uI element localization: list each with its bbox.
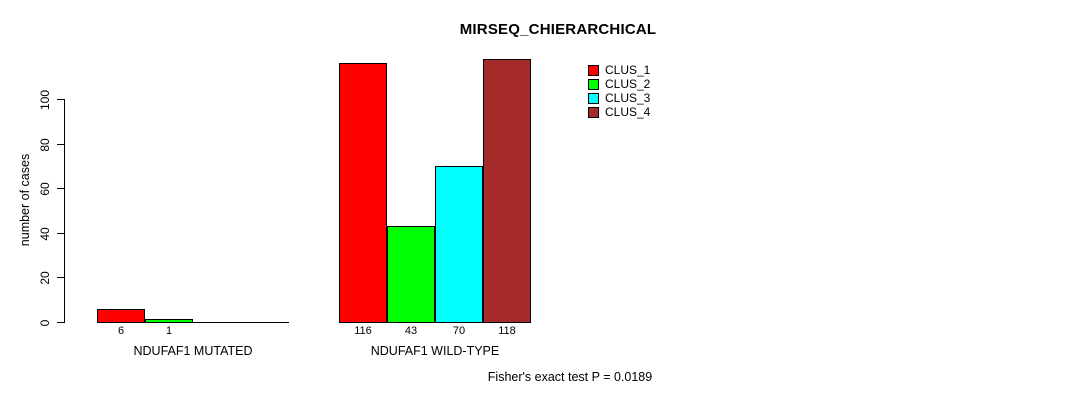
bar-value-label: 43 xyxy=(404,325,418,337)
bar-value-label: 6 xyxy=(117,325,125,337)
y-tick xyxy=(57,322,64,323)
stat-annotation: Fisher's exact test P = 0.0189 xyxy=(487,370,653,384)
legend-label: CLUS_1 xyxy=(605,63,651,77)
legend-item: CLUS_4 xyxy=(588,105,651,119)
baseline xyxy=(97,322,289,323)
y-tick-label: 80 xyxy=(38,137,52,152)
y-tick xyxy=(57,144,64,145)
y-tick xyxy=(57,277,64,278)
y-tick-label: 40 xyxy=(38,226,52,241)
legend-item: CLUS_2 xyxy=(588,77,651,91)
legend-item: CLUS_1 xyxy=(588,63,651,77)
legend-label: CLUS_2 xyxy=(605,77,651,91)
y-axis-title: number of cases xyxy=(18,153,32,247)
y-tick-label: 20 xyxy=(38,270,52,285)
group-label: NDUFAF1 MUTATED xyxy=(133,344,253,358)
bar-value-label: 118 xyxy=(498,325,516,337)
legend-item: CLUS_3 xyxy=(588,91,651,105)
y-tick-label: 60 xyxy=(38,181,52,196)
y-tick-label: 0 xyxy=(38,319,52,326)
bar-clus_3 xyxy=(435,166,483,323)
y-tick-label: 100 xyxy=(38,89,52,110)
bar-clus_2 xyxy=(145,319,193,323)
legend-swatch xyxy=(588,107,599,118)
legend-label: CLUS_4 xyxy=(605,105,651,119)
bar-clus_4 xyxy=(483,59,531,323)
bar-clus_1 xyxy=(97,309,145,323)
y-tick xyxy=(57,233,64,234)
legend: CLUS_1 CLUS_2 CLUS_3 CLUS_4 xyxy=(588,63,651,119)
bar-value-label: 1 xyxy=(165,325,173,337)
y-axis-line xyxy=(64,99,65,323)
group-label: NDUFAF1 WILD-TYPE xyxy=(370,344,500,358)
bar-value-label: 70 xyxy=(452,325,466,337)
bar-clus_1 xyxy=(339,63,387,323)
chart-title: MIRSEQ_CHIERARCHICAL xyxy=(459,21,657,38)
legend-swatch xyxy=(588,93,599,104)
legend-swatch xyxy=(588,65,599,76)
legend-swatch xyxy=(588,79,599,90)
y-tick xyxy=(57,99,64,100)
legend-label: CLUS_3 xyxy=(605,91,651,105)
bar-clus_2 xyxy=(387,226,435,323)
bar-value-label: 116 xyxy=(354,325,372,337)
y-tick xyxy=(57,188,64,189)
